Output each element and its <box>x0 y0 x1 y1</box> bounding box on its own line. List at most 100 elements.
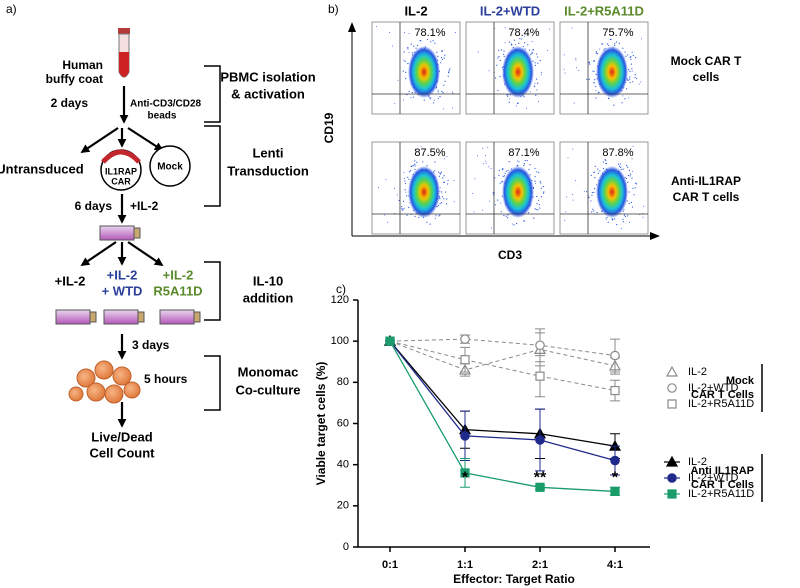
event-dot <box>444 54 446 56</box>
readout-label: Cell Count <box>90 445 156 460</box>
event-dot <box>437 91 439 93</box>
event-dot <box>426 165 428 167</box>
event-dot <box>595 85 597 88</box>
event-dot <box>447 183 449 185</box>
event-dot <box>588 62 590 64</box>
event-dot <box>516 105 518 107</box>
event-dot <box>627 215 629 217</box>
event-dot <box>585 191 588 193</box>
event-dot <box>629 175 631 177</box>
event-dot <box>593 191 595 194</box>
column-header: IL-2+WTD <box>480 3 540 18</box>
event-dot <box>415 47 417 49</box>
condition-label: + WTD <box>102 283 143 298</box>
event-dot <box>403 59 405 61</box>
event-dot <box>411 91 413 94</box>
event-dot <box>540 187 542 189</box>
event-dot <box>434 218 436 220</box>
series-line <box>389 340 616 447</box>
event-dot <box>534 85 536 87</box>
event-dot <box>404 180 406 182</box>
event-dot <box>402 209 404 211</box>
event-dot <box>397 79 399 81</box>
event-dot <box>434 170 436 172</box>
event-dot <box>433 99 435 101</box>
event-dot <box>540 182 542 184</box>
event-dot <box>504 172 506 174</box>
event-dot <box>429 98 431 100</box>
event-dot <box>604 159 606 161</box>
event-dot <box>536 203 538 205</box>
event-dot <box>497 89 499 92</box>
event-dot <box>385 179 387 181</box>
event-dot <box>503 55 505 57</box>
gate-percentage: 78.1% <box>414 27 445 39</box>
event-dot <box>619 163 621 165</box>
gate-percentage: 78.4% <box>508 27 539 39</box>
event-dot <box>484 154 486 156</box>
time-label: 5 hours <box>144 372 188 386</box>
time-label: 6 days <box>75 199 113 213</box>
tube-icon <box>118 28 130 78</box>
event-dot <box>492 192 494 194</box>
event-dot <box>419 39 421 42</box>
event-dot <box>540 196 543 198</box>
density-blob <box>502 166 534 218</box>
event-dot <box>641 38 643 40</box>
event-dot <box>387 221 389 223</box>
event-dot <box>405 191 407 193</box>
event-dot <box>503 53 505 55</box>
event-dot <box>622 47 624 49</box>
panel-label: a) <box>6 2 17 16</box>
event-dot <box>572 199 574 201</box>
event-dot <box>519 38 521 40</box>
event-dot <box>628 221 630 223</box>
legend-group-label: Anti IL1RAP <box>690 465 754 477</box>
event-dot <box>539 181 541 183</box>
event-dot <box>535 53 538 55</box>
event-dot <box>447 179 449 181</box>
x-tick-label: 4:1 <box>607 559 623 571</box>
event-dot <box>573 102 575 104</box>
event-dot <box>448 72 450 74</box>
event-dot <box>527 44 529 46</box>
event-dot <box>537 62 539 64</box>
event-dot <box>526 159 528 162</box>
event-dot <box>605 160 607 162</box>
event-dot <box>407 176 409 179</box>
event-dot <box>507 169 509 171</box>
event-dot <box>620 166 622 169</box>
x-tick-label: 2:1 <box>532 559 548 571</box>
event-dot <box>627 79 629 81</box>
event-dot <box>507 95 509 97</box>
event-dot <box>414 168 416 171</box>
event-dot <box>439 187 441 189</box>
event-dot <box>546 49 548 51</box>
event-dot <box>518 42 520 44</box>
stage-label: PBMC isolation <box>220 69 315 84</box>
event-dot <box>526 107 528 109</box>
event-dot <box>498 169 500 171</box>
event-dot <box>527 212 530 214</box>
event-dot <box>593 82 595 84</box>
legend-group-label: Mock <box>726 375 755 387</box>
event-dot <box>605 163 607 165</box>
event-dot <box>439 96 441 98</box>
stage-label: & activation <box>231 86 305 101</box>
source-label: Human <box>62 58 103 72</box>
event-dot <box>446 203 448 205</box>
event-dot <box>622 218 624 220</box>
event-dot <box>594 188 596 190</box>
event-dot <box>487 146 489 148</box>
data-point <box>610 350 620 361</box>
condition-label: +IL-2 <box>55 273 86 288</box>
event-dot <box>614 43 616 45</box>
event-dot <box>615 41 618 43</box>
density-blob <box>596 46 628 98</box>
gate-percentage: 87.8% <box>602 147 633 159</box>
event-dot <box>508 98 510 100</box>
bracket <box>204 125 221 207</box>
stage-label: Transduction <box>227 163 309 178</box>
event-dot <box>622 221 624 223</box>
event-dot <box>503 175 506 177</box>
